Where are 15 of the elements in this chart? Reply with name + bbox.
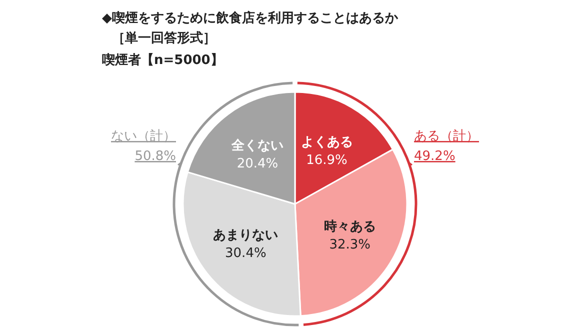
- slice-label: よくある: [300, 134, 353, 150]
- data-label: 20.4%: [236, 156, 278, 172]
- chart-subtitle: ［単一回答形式］: [112, 30, 216, 46]
- text: 50.8%: [134, 149, 176, 164]
- slice-label: 全くない: [230, 138, 284, 154]
- slice-label: あまりない: [213, 228, 278, 243]
- data-label: 16.9%: [306, 152, 348, 168]
- chart-title: ◆喫煙をするために飲食店を利用することはあるか: [102, 10, 399, 26]
- data-label: 30.4%: [225, 246, 266, 261]
- text: 喫煙者【n=5000】: [102, 52, 224, 68]
- text: ない（計）: [111, 129, 176, 144]
- data-label: 32.3%: [329, 237, 371, 252]
- text: ある（計）: [414, 129, 479, 144]
- slice-label: 時々ある: [324, 219, 376, 234]
- text: 49.2%: [414, 149, 456, 164]
